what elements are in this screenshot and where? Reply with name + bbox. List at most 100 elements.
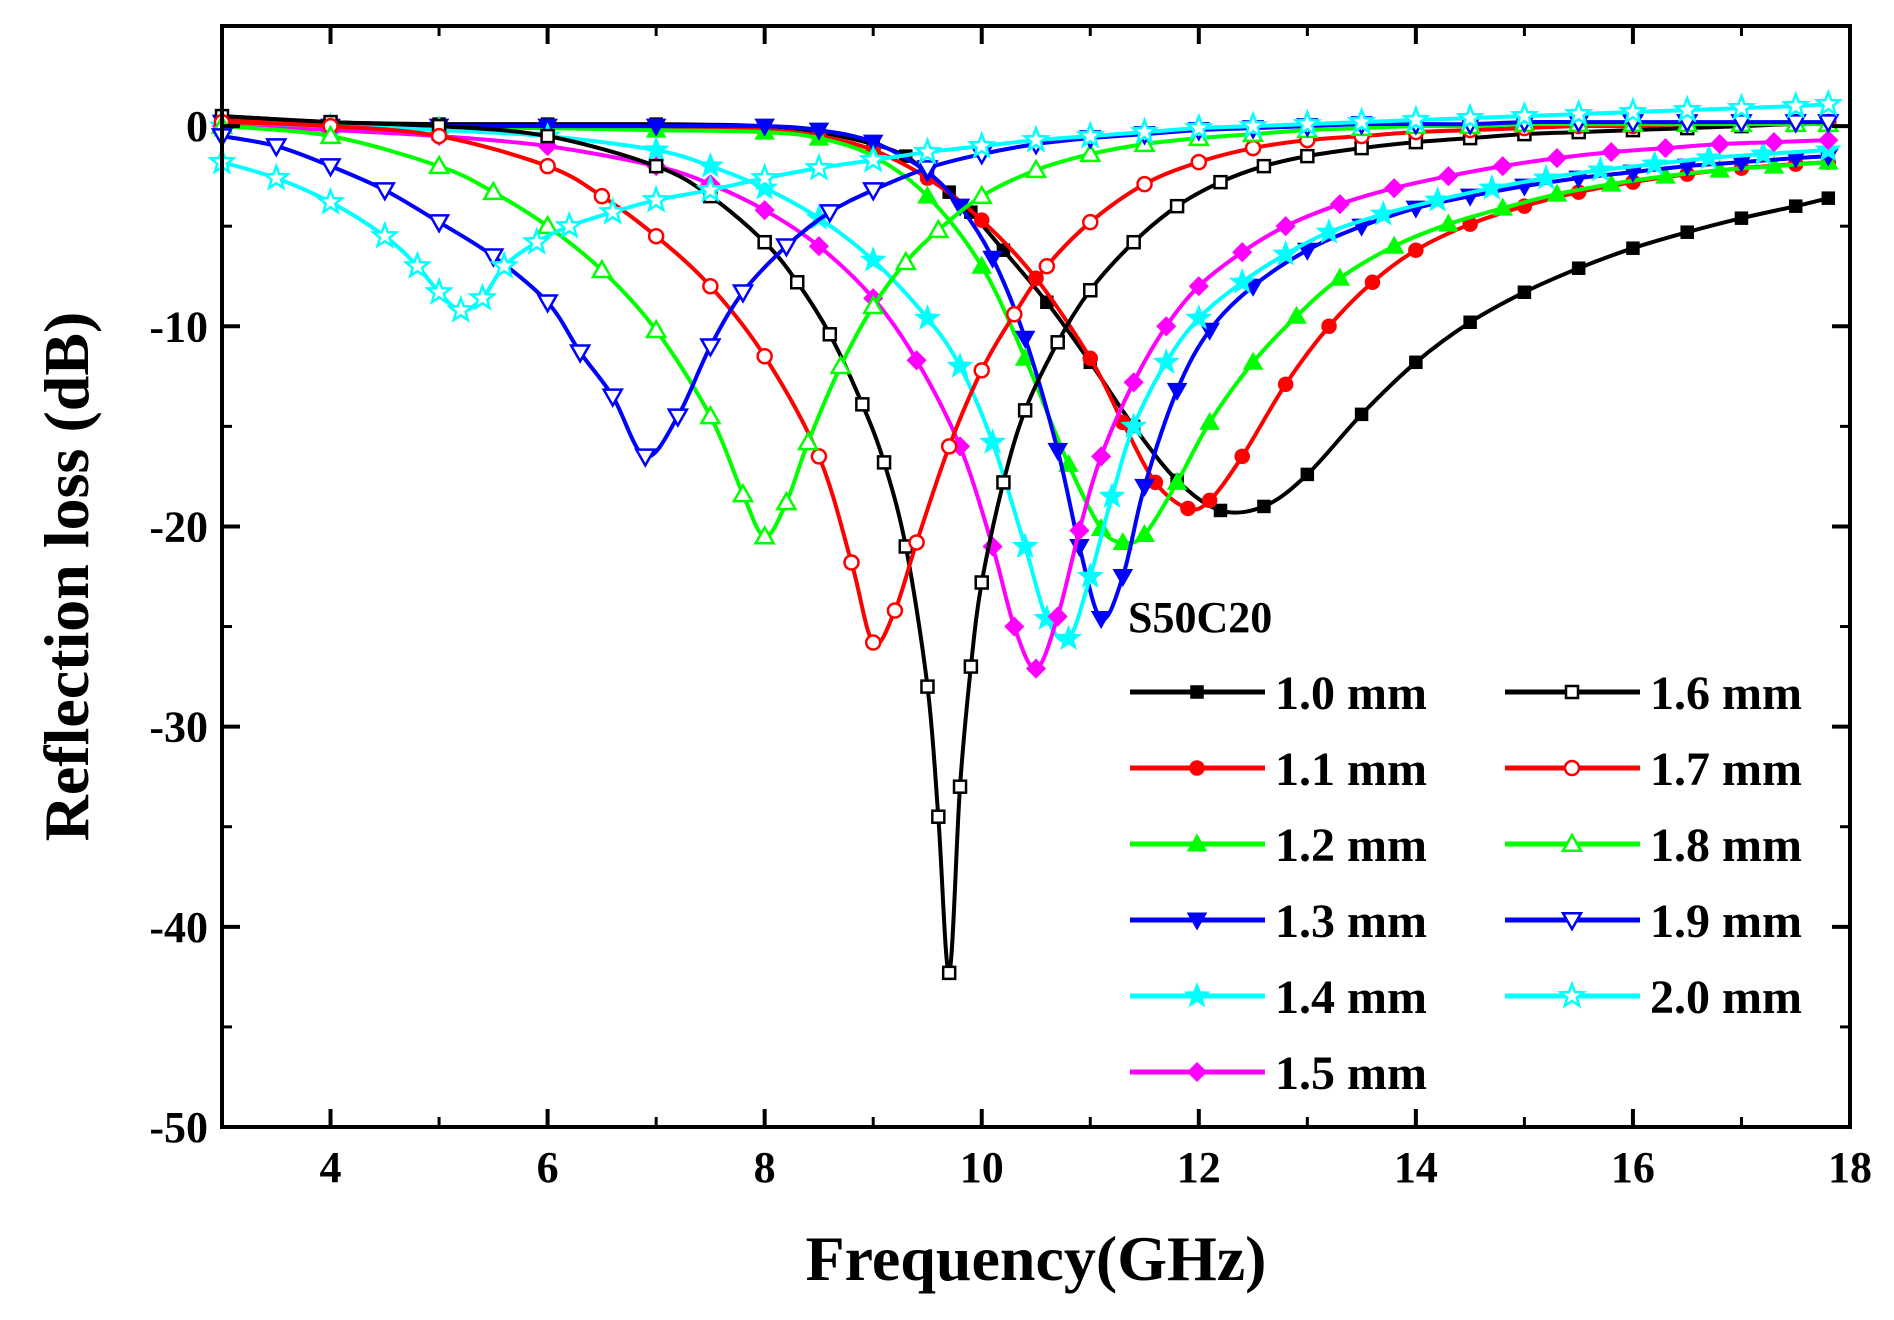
data-point: [1369, 200, 1397, 226]
data-point: [536, 214, 559, 235]
data-point: [1234, 448, 1250, 465]
data-point: [1017, 403, 1033, 418]
data-point: [261, 162, 292, 191]
data-point: [1749, 139, 1777, 166]
data-point: [1190, 153, 1208, 171]
data-point: [1818, 130, 1839, 151]
data-point: [648, 158, 664, 174]
legend-label: 1.7 mm: [1650, 743, 1802, 796]
data-point: [1709, 159, 1731, 178]
y-axis-title: Reflection loss (dB): [31, 312, 102, 842]
legend-label: 1.1 mm: [1275, 743, 1427, 796]
legend-label: 1.5 mm: [1275, 1047, 1427, 1100]
data-point: [1438, 213, 1459, 232]
data-point: [1601, 142, 1622, 163]
data-point: [467, 282, 498, 311]
series-1_5-mm: [211, 116, 1839, 679]
data-point: [1478, 173, 1506, 200]
data-point: [642, 135, 670, 162]
data-point: [427, 154, 451, 175]
data-point: [940, 438, 958, 455]
data-point: [590, 258, 614, 279]
data-point: [1329, 194, 1350, 215]
legend-label: 1.2 mm: [1275, 819, 1427, 872]
data-point: [1424, 186, 1452, 212]
data-point: [699, 338, 722, 358]
data-point: [1129, 116, 1160, 145]
data-point: [1384, 178, 1405, 199]
data-point: [373, 182, 396, 202]
data-point: [1409, 355, 1423, 370]
data-point: [1763, 132, 1785, 153]
x-tick-label: 8: [754, 1143, 776, 1192]
legend-marker: [1563, 759, 1581, 777]
data-point: [775, 490, 798, 511]
data-point: [1346, 106, 1377, 135]
data-point: [916, 160, 939, 180]
data-point: [894, 250, 917, 271]
legend-title-group: S50C20: [1128, 593, 1272, 642]
data-point: [749, 162, 780, 191]
data-point: [808, 236, 829, 257]
data-point: [864, 634, 882, 651]
legend-marker: [1557, 980, 1587, 1009]
data-point: [1083, 282, 1098, 298]
x-tick-label: 10: [960, 1143, 1004, 1192]
data-point: [1055, 624, 1083, 651]
data-point: [775, 238, 798, 258]
series-line: [221, 119, 1829, 459]
data-point: [1408, 242, 1424, 258]
data-point: [862, 294, 885, 315]
data-point: [1123, 372, 1144, 393]
data-point: [1321, 318, 1337, 335]
data-point: [702, 277, 719, 295]
data-point: [569, 344, 592, 364]
x-tick-label: 18: [1828, 1143, 1872, 1192]
data-point: [808, 122, 830, 141]
data-point: [979, 428, 1007, 454]
series-2_0-mm: [207, 88, 1844, 323]
data-point: [914, 304, 941, 330]
data-point: [1228, 268, 1256, 294]
data-point: [1672, 94, 1703, 123]
data-point: [973, 212, 990, 228]
legend-item: 1.3 mm: [1130, 895, 1427, 948]
series-line: [221, 121, 1829, 539]
data-point: [754, 118, 775, 137]
data-point: [1079, 142, 1102, 163]
data-point: [536, 294, 559, 314]
series-1_4-mm: [208, 111, 1842, 651]
legend-label: 2.0 mm: [1650, 971, 1802, 1024]
data-point: [1024, 158, 1048, 179]
data-point: [1134, 478, 1155, 497]
data-point: [1069, 520, 1090, 541]
data-point: [1011, 532, 1039, 558]
data-point: [424, 276, 454, 305]
x-tick-label: 14: [1394, 1143, 1438, 1192]
data-point: [1091, 446, 1112, 467]
y-tick-label: -10: [149, 302, 208, 351]
data-point: [973, 362, 990, 379]
data-point: [1734, 211, 1749, 225]
data-point: [445, 294, 476, 323]
data-point: [319, 124, 342, 145]
x-axis-title: Frequency(GHz): [806, 1223, 1267, 1294]
legend-item: 1.6 mm: [1505, 667, 1802, 720]
data-point: [1047, 442, 1069, 461]
series-line: [221, 102, 1829, 313]
data-point: [1152, 348, 1180, 374]
data-point: [1509, 100, 1540, 129]
data-point: [1213, 174, 1228, 190]
data-point: [1813, 88, 1844, 117]
data-point: [1201, 492, 1218, 509]
y-tick-label: -40: [149, 903, 208, 952]
legend-marker: [1189, 760, 1205, 776]
data-point: [1383, 235, 1405, 254]
data-point: [1090, 611, 1112, 630]
data-point: [753, 524, 776, 545]
data-point: [920, 679, 935, 694]
data-point: [1112, 569, 1134, 588]
data-point: [789, 274, 805, 290]
data-point: [696, 151, 724, 178]
